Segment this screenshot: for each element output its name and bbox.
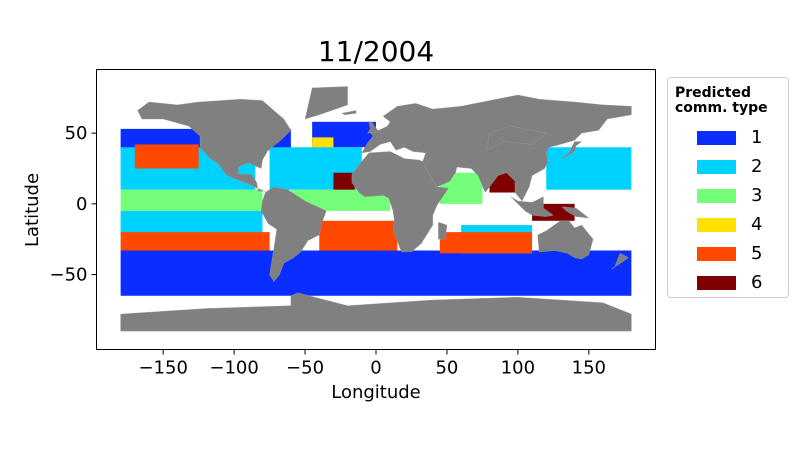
legend-label: 2 <box>751 156 763 177</box>
legend-item-2: 2 <box>668 156 788 178</box>
landmass <box>304 86 348 120</box>
legend-swatch <box>697 218 736 232</box>
x-tick-label: 0 <box>370 358 381 379</box>
chart-title: 11/2004 <box>318 35 434 68</box>
region-type-2 <box>546 147 632 190</box>
x-tick-label: 150 <box>572 358 606 379</box>
region-type-5 <box>319 220 398 251</box>
x-tick-label: −100 <box>209 358 258 379</box>
region-type-1 <box>120 250 632 296</box>
landmass <box>611 253 629 270</box>
region-type-5 <box>439 232 533 254</box>
x-tick-label: 50 <box>435 358 458 379</box>
landmass <box>367 121 380 134</box>
ocean-points-layer <box>120 121 632 296</box>
legend-swatch <box>697 189 736 203</box>
legend: Predicted comm. type 1 2 3 4 5 6 <box>667 77 789 298</box>
y-axis-label: Latitude <box>22 173 43 247</box>
region-type-5 <box>120 232 270 251</box>
region-type-5 <box>134 144 199 169</box>
land-layer <box>120 86 632 332</box>
region-type-3 <box>120 189 263 211</box>
legend-label: 4 <box>751 214 763 235</box>
x-tick-label: −150 <box>138 358 187 379</box>
y-tick-label: 0 <box>76 194 87 215</box>
landmass <box>351 151 449 253</box>
landmass <box>486 125 547 151</box>
legend-item-3: 3 <box>668 185 788 207</box>
legend-item-4: 4 <box>668 214 788 236</box>
legend-label: 5 <box>751 243 763 264</box>
legend-swatch <box>697 276 736 290</box>
landmass <box>260 186 327 282</box>
landmass <box>537 220 594 260</box>
x-tick-label: −50 <box>286 358 324 379</box>
legend-label: 3 <box>751 185 763 206</box>
landmass <box>137 98 292 193</box>
y-axis: −50 0 50 <box>50 123 97 286</box>
legend-title: Predicted comm. type <box>675 86 790 116</box>
plot-area <box>96 69 656 350</box>
legend-item-6: 6 <box>668 272 788 294</box>
legend-item-5: 5 <box>668 243 788 265</box>
x-axis-label: Longitude <box>331 382 421 403</box>
legend-label: 6 <box>751 272 763 293</box>
x-tick-label: 100 <box>501 358 535 379</box>
x-axis: −150 −100 −50 0 50 100 150 <box>138 349 606 379</box>
landmass <box>560 141 583 161</box>
legend-item-1: 1 <box>668 127 788 149</box>
region-type-6 <box>333 172 355 190</box>
region-type-2 <box>120 210 263 235</box>
landmass <box>120 292 632 332</box>
legend-swatch <box>697 247 736 261</box>
landmass <box>341 110 357 116</box>
legend-swatch <box>697 160 736 174</box>
legend-label: 1 <box>751 127 763 148</box>
landmass <box>510 196 554 217</box>
landmass <box>438 221 448 240</box>
landmass <box>561 206 590 219</box>
legend-swatch <box>697 131 736 145</box>
region-type-4 <box>312 137 334 148</box>
legend-title-line-2: comm. type <box>675 100 768 116</box>
legend-title-line-1: Predicted <box>675 85 751 101</box>
y-tick-label: 50 <box>65 123 88 144</box>
y-tick-label: −50 <box>50 265 88 286</box>
